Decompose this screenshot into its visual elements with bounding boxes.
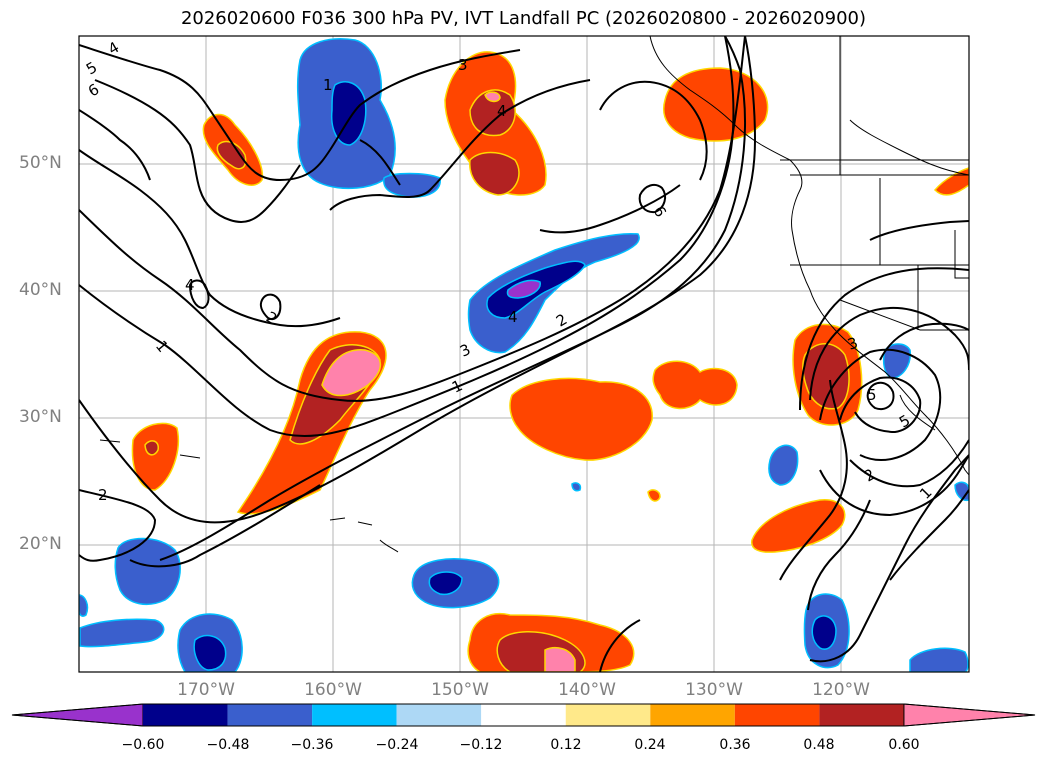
colorbar-segment — [819, 704, 904, 726]
colorbar-tick-label: 0.60 — [888, 737, 920, 753]
contour-label: 2 — [861, 465, 878, 485]
colorbar-extend-min — [11, 703, 144, 727]
contour-label: 3 — [458, 56, 468, 74]
contour-label: 6 — [650, 203, 670, 220]
contour-label: 1 — [449, 376, 465, 396]
colorbar-tick-label: −0.24 — [375, 737, 419, 753]
lat-label-40n: 40°N — [19, 280, 62, 300]
contour-label: 2 — [98, 486, 108, 504]
colorbar-extend-max — [903, 703, 1036, 727]
plot-title: 2026020600 F036 300 hPa PV, IVT Landfall… — [180, 8, 867, 29]
lat-label-20n: 20°N — [19, 534, 62, 554]
colorbar-tick-label: 0.48 — [803, 737, 835, 753]
lat-label-30n: 30°N — [19, 407, 62, 427]
lon-label-160w: 160°W — [304, 680, 362, 700]
colorbar-tick-label: 0.12 — [550, 737, 582, 753]
contour-label: 4 — [508, 308, 518, 326]
lat-label-50n: 50°N — [19, 153, 62, 173]
colorbar-segment — [227, 704, 313, 726]
lon-label-120w: 120°W — [812, 680, 870, 700]
contour-label: 5 — [83, 58, 100, 78]
contour-label: 4 — [185, 276, 195, 294]
colorbar-tick-label: −0.48 — [206, 737, 250, 753]
colorbar — [11, 703, 1036, 727]
contour-label: 1 — [323, 76, 333, 94]
positive-patches — [131, 51, 969, 672]
map-frame — [78, 35, 970, 673]
colorbar-tick-label: −0.12 — [459, 737, 503, 753]
colorbar-segment — [396, 704, 482, 726]
colorbar-segment — [312, 704, 397, 726]
lon-label-140w: 140°W — [558, 680, 616, 700]
colorbar-segment — [734, 704, 820, 726]
contours — [79, 36, 969, 672]
contour-label: 5 — [867, 386, 877, 404]
colorbar-segment — [143, 704, 228, 726]
contour-label: 4 — [497, 102, 507, 120]
colorbar-segment — [650, 704, 735, 726]
colorbar-segment — [565, 704, 651, 726]
contour-label: 6 — [85, 80, 102, 100]
colorbar-tick-label: 0.24 — [634, 737, 666, 753]
negative-patches — [79, 38, 969, 672]
colorbar-outline — [11, 703, 1036, 727]
colorbar-tick-label: −0.36 — [290, 737, 334, 753]
contour-label: 4 — [105, 38, 122, 58]
colorbar-segment — [481, 704, 566, 726]
contour-label: 5 — [896, 411, 913, 431]
lon-label-150w: 150°W — [431, 680, 489, 700]
colorbar-tick-label: −0.60 — [121, 737, 165, 753]
lon-label-170w: 170°W — [177, 680, 235, 700]
lon-label-130w: 130°W — [685, 680, 743, 700]
colorbar-tick-label: 0.36 — [719, 737, 751, 753]
